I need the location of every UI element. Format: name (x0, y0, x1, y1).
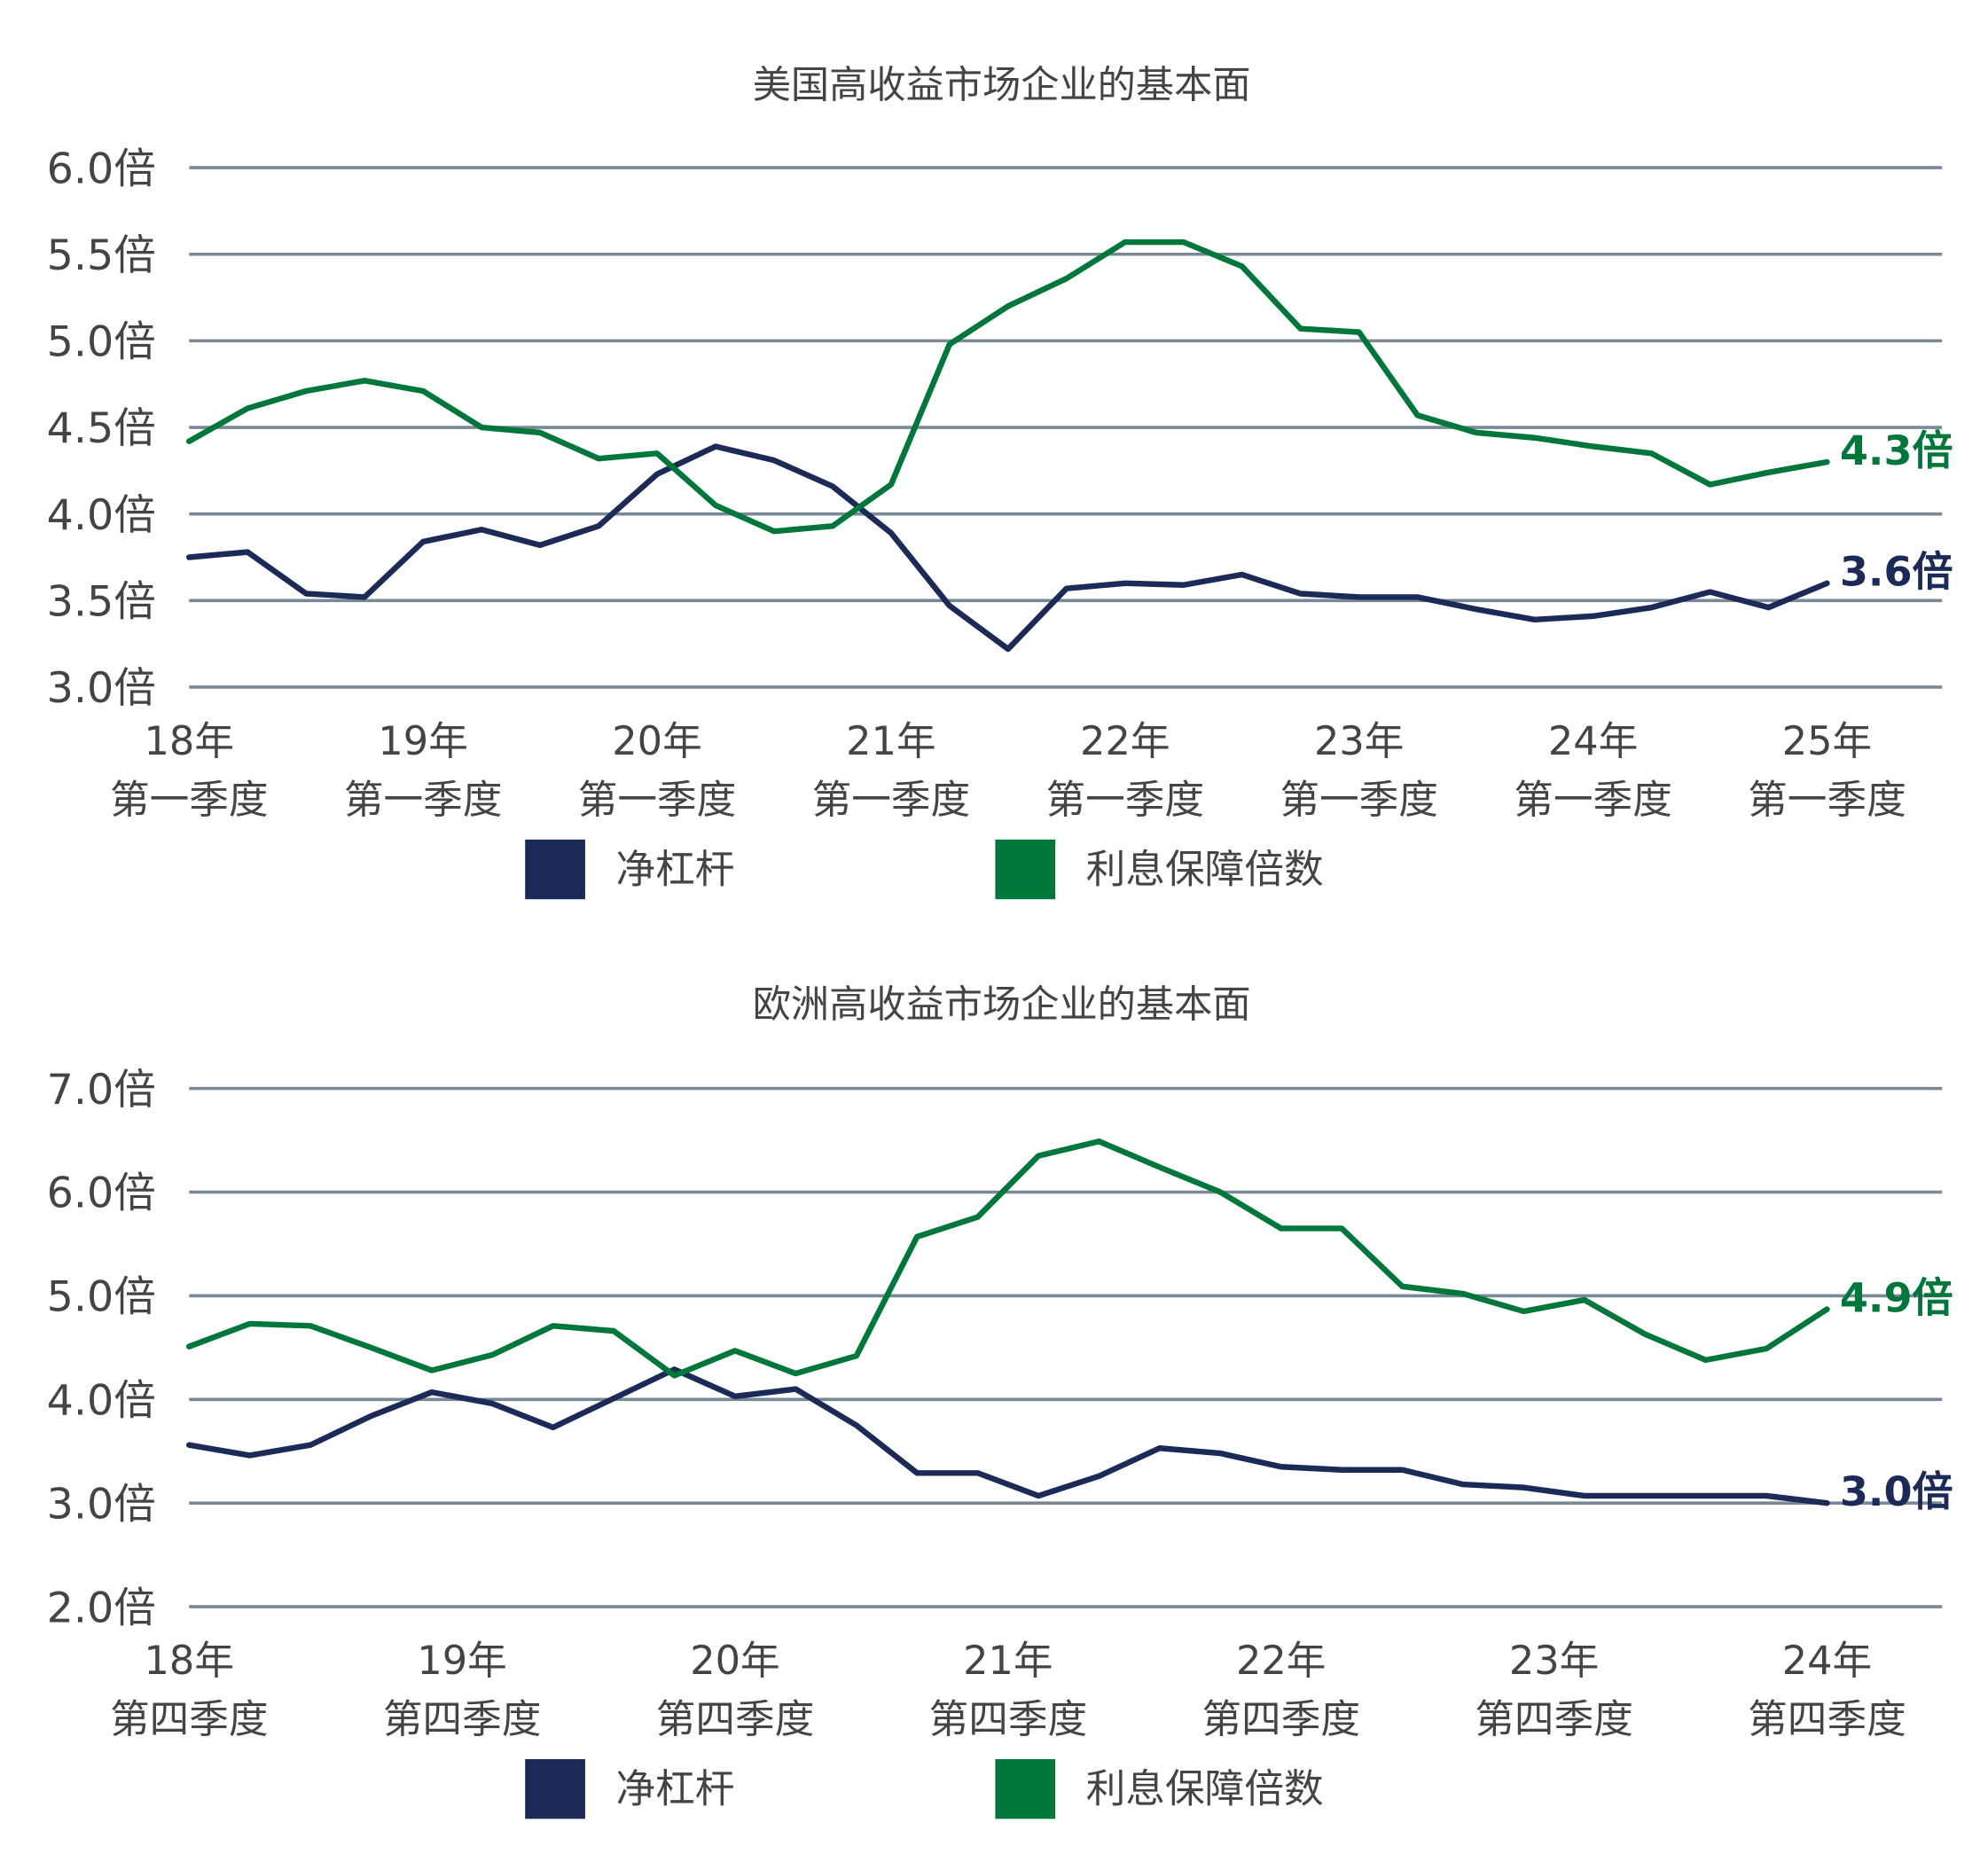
y-tick-label: 6.0倍 (47, 1170, 156, 1218)
x-tick-year: 24年 (1548, 718, 1638, 764)
chart-title: 欧洲高收益市场企业的基本面 (753, 983, 1251, 1028)
x-tick-year: 20年 (690, 1638, 779, 1684)
x-tick-year: 24年 (1782, 1638, 1872, 1684)
end-label-0: 3.0倍 (1840, 1467, 1953, 1515)
x-tick-quarter: 第一季度 (578, 777, 737, 823)
x-tick-year: 22年 (1236, 1638, 1326, 1684)
x-tick-quarter: 第四季度 (656, 1696, 815, 1742)
legend-label-0: 净杠杆 (616, 1766, 735, 1812)
x-tick-quarter: 第一季度 (1046, 777, 1205, 823)
x-tick-year: 23年 (1314, 718, 1404, 764)
y-tick-label: 4.5倍 (47, 404, 156, 453)
x-tick-quarter: 第一季度 (1280, 777, 1438, 823)
x-tick-year: 18年 (145, 718, 234, 764)
x-tick-year: 21年 (846, 718, 935, 764)
legend-label-1: 利息保障倍数 (1086, 1766, 1324, 1812)
series-line-1 (186, 239, 1830, 535)
x-tick-year: 19年 (417, 1638, 506, 1684)
x-tick-quarter: 第四季度 (1748, 1696, 1906, 1742)
chart-1: 欧洲高收益市场企业的基本面 7.0倍 6.0倍 5.0倍 4.0倍 3.0倍 2.0倍 18年… (47, 983, 1953, 1819)
x-tick-quarter: 第一季度 (812, 777, 971, 823)
end-label-1: 4.9倍 (1840, 1274, 1953, 1322)
x-tick-year: 20年 (612, 718, 701, 764)
x-tick-quarter: 第四季度 (1201, 1696, 1360, 1742)
end-label-0: 3.6倍 (1840, 548, 1953, 596)
legend-label-0: 净杠杆 (616, 847, 735, 893)
x-tick-year: 25年 (1782, 718, 1872, 764)
x-tick-quarter: 第一季度 (1514, 777, 1672, 823)
x-tick-quarter: 第一季度 (110, 777, 269, 823)
x-tick-year: 19年 (378, 718, 467, 764)
series-line-0 (186, 1366, 1830, 1506)
y-tick-label: 3.5倍 (47, 578, 156, 627)
x-tick-quarter: 第四季度 (1475, 1696, 1633, 1742)
x-tick-year: 22年 (1080, 718, 1170, 764)
x-tick-quarter: 第四季度 (929, 1696, 1088, 1742)
x-tick-quarter: 第一季度 (344, 777, 503, 823)
x-tick-year: 23年 (1509, 1638, 1599, 1684)
x-tick-year: 21年 (963, 1638, 1053, 1684)
legend-swatch-1 (995, 1758, 1056, 1819)
end-label-1: 4.3倍 (1840, 426, 1953, 474)
legend-swatch-1 (995, 839, 1056, 900)
x-tick-quarter: 第四季度 (383, 1696, 542, 1742)
y-tick-label: 7.0倍 (47, 1066, 156, 1115)
y-tick-label: 3.0倍 (47, 1480, 156, 1529)
x-tick-quarter: 第一季度 (1748, 777, 1906, 823)
x-tick-year: 18年 (145, 1638, 234, 1684)
legend-swatch-0 (525, 839, 585, 900)
y-tick-label: 5.0倍 (47, 318, 156, 367)
y-tick-label: 5.0倍 (47, 1273, 156, 1322)
legend-label-1: 利息保障倍数 (1086, 847, 1324, 893)
chart-0: 美国高收益市场企业的基本面 6.0倍 5.5倍 5.0倍 4.5倍 4.0倍 3.5倍 3.0… (47, 63, 1953, 900)
series-line-0 (186, 443, 1830, 653)
y-tick-label: 5.5倍 (47, 231, 156, 280)
y-tick-label: 6.0倍 (47, 145, 156, 193)
y-tick-label: 4.0倍 (47, 491, 156, 540)
x-tick-quarter: 第四季度 (110, 1696, 269, 1742)
y-tick-label: 4.0倍 (47, 1377, 156, 1426)
legend-swatch-0 (525, 1758, 585, 1819)
y-tick-label: 2.0倍 (47, 1584, 156, 1632)
y-tick-label: 3.0倍 (47, 664, 156, 713)
chart-title: 美国高收益市场企业的基本面 (753, 63, 1251, 107)
series-line-1 (186, 1138, 1830, 1379)
